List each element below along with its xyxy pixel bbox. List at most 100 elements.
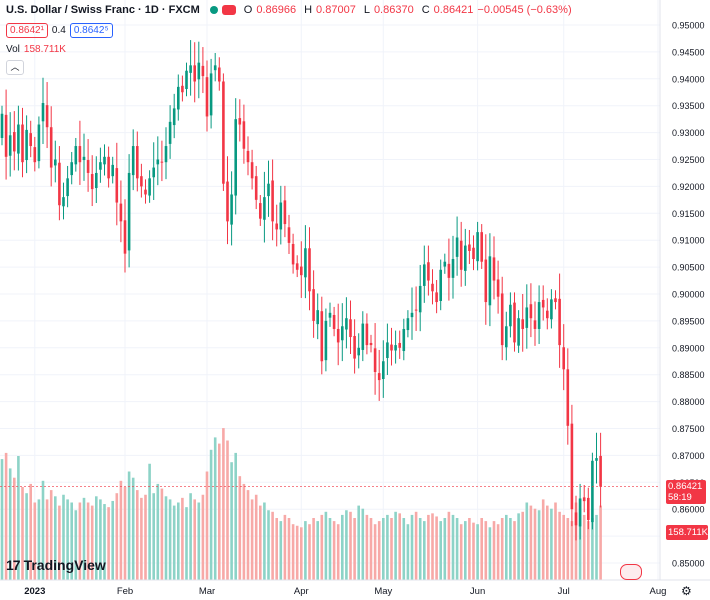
volume-bar: [443, 518, 447, 580]
volume-bar: [103, 504, 106, 580]
candle-body: [390, 344, 393, 351]
volume-bar: [127, 471, 131, 580]
candle-body: [406, 318, 410, 331]
x-tick-label: Mar: [199, 586, 215, 597]
candle-body: [107, 156, 110, 179]
volume-bar: [353, 518, 356, 580]
volume-bar: [287, 518, 291, 580]
candle-body: [599, 455, 602, 487]
candle-body: [267, 183, 270, 197]
volume-bar: [418, 518, 422, 580]
y-tick-label: 0.89000: [672, 343, 705, 353]
volume-bar: [345, 510, 348, 580]
gear-icon[interactable]: ⚙: [681, 584, 692, 598]
candle-body: [144, 189, 147, 195]
candle-body: [160, 161, 164, 163]
x-tick-label: May: [374, 586, 392, 597]
candle-body: [398, 342, 401, 348]
candle-body: [49, 127, 53, 168]
volume-bar: [455, 518, 459, 580]
candle-body: [328, 312, 332, 318]
collapse-legend-button[interactable]: ︿: [6, 60, 24, 75]
candle-body: [464, 245, 467, 271]
volume-bar: [468, 518, 471, 580]
volume-bar: [390, 518, 393, 580]
candle-body: [82, 156, 86, 161]
volume-bar: [431, 513, 434, 580]
tradingview-logo[interactable]: 17 TradingView: [6, 557, 106, 573]
volume-bar: [172, 505, 176, 580]
candle-body: [300, 266, 303, 276]
time-axis[interactable]: 2023 Feb Mar Apr May Jun Jul Aug: [24, 586, 666, 597]
candle-body: [230, 194, 233, 225]
volume-tag: 158.711K: [666, 525, 708, 540]
volume-bar: [291, 524, 295, 580]
y-tick-label: 0.86000: [672, 505, 705, 515]
market-status-icon[interactable]: [209, 6, 218, 14]
candle-body: [254, 176, 258, 200]
volume-bar: [554, 502, 557, 580]
volume-bar: [304, 521, 307, 580]
candle-body: [459, 240, 463, 270]
candle-body: [488, 256, 492, 306]
candle-body: [484, 259, 488, 303]
y-tick-label: 0.87500: [672, 424, 705, 434]
candle-body: [25, 129, 28, 161]
volume-bar: [17, 456, 20, 580]
volume-bar: [513, 521, 516, 580]
volume-bar: [271, 511, 274, 580]
candle-body: [574, 512, 578, 526]
y-tick-label: 0.88500: [672, 370, 705, 380]
volume-bar: [21, 487, 24, 580]
candle-body: [181, 85, 184, 93]
volume-bar: [476, 524, 479, 580]
candle-body: [410, 312, 414, 318]
y-tick-label: 0.89500: [672, 316, 705, 326]
volume-label[interactable]: Vol: [6, 44, 20, 55]
low-label: L: [363, 4, 370, 16]
volume-legend: Vol 158.711K: [6, 44, 66, 55]
candle-body: [435, 292, 438, 303]
candle-body: [595, 458, 598, 461]
candle-body: [324, 320, 328, 361]
visibility-icon[interactable]: [221, 5, 236, 15]
volume-bar: [164, 496, 168, 580]
volume-bar: [435, 516, 438, 580]
volume-bar: [144, 494, 147, 580]
candle-body: [451, 259, 455, 278]
candle-body: [439, 269, 442, 301]
symbol-title[interactable]: U.S. Dollar / Swiss Franc · 1D · FXCM: [6, 4, 200, 16]
volume-bar: [250, 499, 254, 580]
tradingview-mark-icon: 17: [6, 557, 21, 573]
candle-body: [546, 310, 549, 319]
buy-price-button[interactable]: 0.8642⁵: [69, 23, 113, 38]
volume-bar: [259, 505, 262, 580]
candle-body: [505, 326, 508, 348]
candle-body: [287, 227, 291, 243]
candle-body: [275, 223, 278, 230]
sell-price-button[interactable]: 0.8642¹: [6, 23, 48, 38]
volume-bar: [181, 497, 184, 580]
candle-body: [308, 248, 311, 292]
volume-bar: [49, 490, 53, 580]
candle-body: [148, 178, 151, 196]
volume-bar: [529, 505, 533, 580]
volume-bar: [8, 468, 12, 580]
candle-body: [213, 65, 217, 71]
volume-bar: [587, 521, 590, 580]
volume-bar: [95, 496, 98, 580]
volume-bar: [58, 505, 61, 580]
y-tick-label: 0.91000: [672, 236, 705, 246]
candle-body: [476, 232, 479, 262]
us-flag-icon[interactable]: [620, 564, 642, 580]
volume-bar: [78, 502, 82, 580]
candle-body: [550, 299, 553, 320]
candle-body: [513, 302, 516, 343]
volume-bar: [537, 510, 541, 580]
open-value: 0.86966: [256, 4, 297, 16]
volume-bar: [423, 521, 426, 580]
volume-bar: [582, 514, 586, 580]
volume-bar: [107, 507, 110, 580]
candle-body: [250, 162, 254, 179]
